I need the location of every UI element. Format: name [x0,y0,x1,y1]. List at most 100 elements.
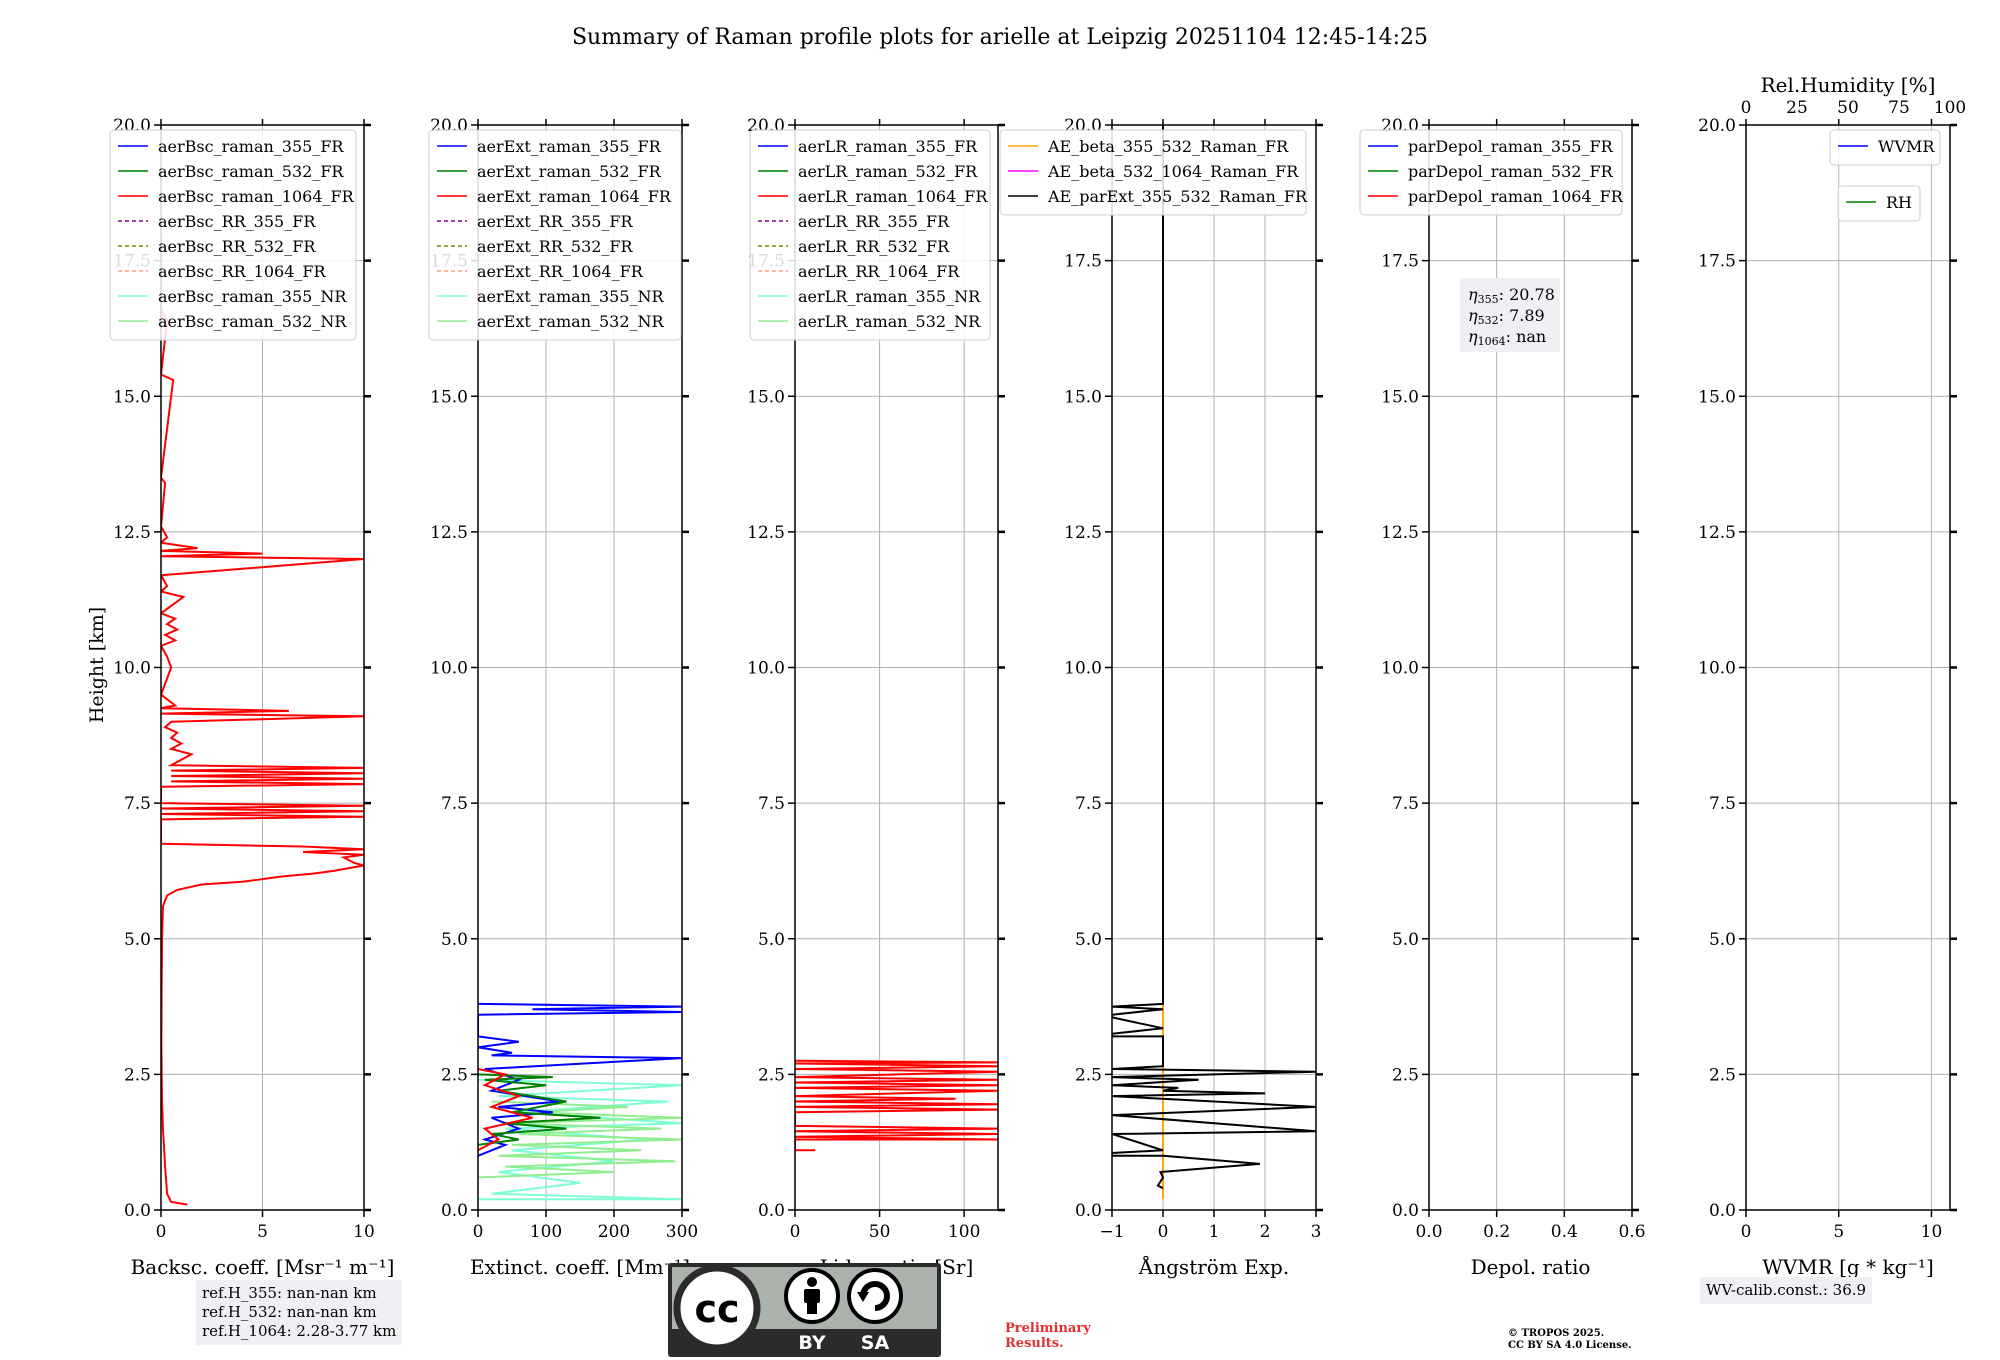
x-tick-label: 200 [598,1222,630,1242]
legend-label: aerExt_raman_532_NR [477,312,665,331]
top-tick-label: 50 [1837,98,1859,118]
y-tick-label: 7.5 [124,794,151,814]
series-line-aerBsc_raman_1064_FR [161,233,364,1206]
sa-label: SA [861,1332,890,1354]
legend-label: aerBsc_raman_355_FR [158,137,344,156]
legend-label: aerLR_RR_532_FR [798,237,950,256]
legend-ext: aerExt_raman_355_FR aerExt_raman_532_FRae… [428,129,682,341]
ref-height-532: ref.H_532: nan-nan km [202,1303,377,1321]
x-axis-label: Extinct. coeff. [Mm⁻¹] [470,1255,690,1279]
y-tick-label: 2.5 [124,1065,151,1085]
eta-line: η1064: nan [1468,327,1546,348]
cc-icon [673,1264,761,1352]
legend-label: aerBsc_RR_532_FR [158,237,316,256]
x-tick-label: 100 [530,1222,562,1242]
y-tick-label: 0.0 [1392,1201,1419,1221]
y-tick-label: 0.0 [124,1201,151,1221]
legend-label: aerLR_raman_1064_FR [798,187,988,206]
y-tick-label: 0.0 [1075,1201,1102,1221]
x-tick-label: 0 [156,1222,167,1242]
legend-label: AE_parExt_355_532_Raman_FR [1047,187,1308,206]
preliminary-note: Preliminary Results. [1005,1321,1091,1351]
legend-label: parDepol_raman_1064_FR [1408,187,1624,206]
y-tick-label: 15.0 [1064,387,1102,407]
legend-label: aerLR_raman_355_NR [798,287,981,306]
panels-group: 0.02.55.07.510.012.515.017.520.00510Back… [109,73,1966,1279]
x-tick-label: 1 [1209,1222,1220,1242]
x-tick-label: 10 [353,1222,375,1242]
series-line-AE_parExt_355_532_Raman_FR [1112,125,1316,1190]
y-tick-label: 10.0 [1381,659,1419,679]
y-tick-label: 0.0 [441,1201,468,1221]
legend-label: aerBsc_raman_532_NR [158,312,347,331]
wv-calib-box: WV-calib.const.: 36.9 [1700,1277,1873,1304]
legend-label: aerExt_RR_532_FR [477,237,634,256]
x-tick-label: 0.6 [1618,1222,1645,1242]
eta-line: η532: 7.89 [1468,306,1545,327]
x-axis-label: Backsc. coeff. [Msr⁻¹ m⁻¹] [131,1255,395,1279]
series-line-aerExt_raman_1064_FR [478,1068,533,1152]
x-tick-label: 10 [1921,1222,1943,1242]
legend-label: aerLR_RR_355_FR [798,212,950,231]
panel-bsc: 0.02.55.07.510.012.515.017.520.00510Back… [109,116,395,1279]
x-axis-label: WVMR [g * kg⁻¹] [1762,1255,1934,1279]
y-tick-label: 7.5 [758,794,785,814]
legend-label: aerBsc_raman_1064_FR [158,187,355,206]
legend-label: aerBsc_RR_355_FR [158,212,316,231]
y-tick-label: 2.5 [1075,1065,1102,1085]
x-tick-label: 3 [1311,1222,1322,1242]
legend-depol: parDepol_raman_355_FR parDepol_raman_532_… [1359,129,1624,216]
sa-share-icon [847,1268,903,1324]
ref-height-1064: ref.H_1064: 2.28-3.77 km [202,1322,397,1340]
y-tick-label: 5.0 [124,930,151,950]
x-tick-label: 0.0 [1415,1222,1442,1242]
top-tick-label: 75 [1888,98,1910,118]
x-tick-label: 100 [948,1222,980,1242]
x-tick-label: 2 [1260,1222,1271,1242]
eta-line: η355: 20.78 [1468,285,1555,306]
x-tick-label: 0.4 [1551,1222,1578,1242]
panel-depol: 0.02.55.07.510.012.515.017.520.00.0 0.2 0.… [1359,116,1646,1279]
series-line-aerLR_raman_1064_FR [795,1059,998,1152]
y-tick-label: 5.0 [1392,930,1419,950]
legend-label: aerLR_raman_355_FR [798,137,978,156]
legend-label: aerLR_raman_532_FR [798,162,978,181]
y-tick-label: 12.5 [430,523,468,543]
x-tick-label: 0.2 [1483,1222,1510,1242]
legend-label: aerExt_raman_532_FR [477,162,662,181]
y-tick-label: 0.0 [758,1201,785,1221]
top-tick-label: 25 [1786,98,1808,118]
y-tick-label: 17.5 [1064,252,1102,272]
legend-label: aerBsc_raman_532_FR [158,162,344,181]
y-tick-label: 12.5 [1698,523,1736,543]
legend-label: aerLR_RR_1064_FR [798,262,960,281]
legend-wv: WVMR [1829,129,1941,166]
panel-wv: 0.02.55.07.510.012.515.017.520.00 5 10WVMR… [1698,73,1966,1279]
x-axis-label: Ångström Exp. [1138,1254,1289,1279]
x-axis-label: Depol. ratio [1471,1255,1591,1279]
y-tick-label: 2.5 [441,1065,468,1085]
panel-ext: 0.02.55.07.510.012.515.017.520.001002003… [428,116,698,1279]
x-tick-label: 0 [473,1222,484,1242]
legend-label: aerExt_raman_355_NR [477,287,665,306]
y-tick-label: 5.0 [441,930,468,950]
legend-label: WVMR [1878,137,1935,156]
y-tick-label: 7.5 [441,794,468,814]
y-tick-label: 10.0 [747,659,785,679]
y-tick-label: 2.5 [758,1065,785,1085]
x-tick-label: 0 [1158,1222,1169,1242]
x-tick-label: 5 [1833,1222,1844,1242]
y-tick-label: 12.5 [1381,523,1419,543]
y-tick-label: 10.0 [1698,659,1736,679]
y-tick-label: 2.5 [1709,1065,1736,1085]
top-tick-label: 0 [1741,98,1752,118]
legend-label: aerBsc_raman_355_NR [158,287,347,306]
x-tick-label: 300 [666,1222,698,1242]
y-axis-label: Height [km] [86,607,108,723]
by-label: BY [798,1332,825,1354]
y-tick-label: 5.0 [1709,930,1736,950]
legend-label: AE_beta_355_532_Raman_FR [1047,137,1289,156]
x-tick-label: −1 [1099,1222,1124,1242]
legend-label: parDepol_raman_532_FR [1408,162,1614,181]
